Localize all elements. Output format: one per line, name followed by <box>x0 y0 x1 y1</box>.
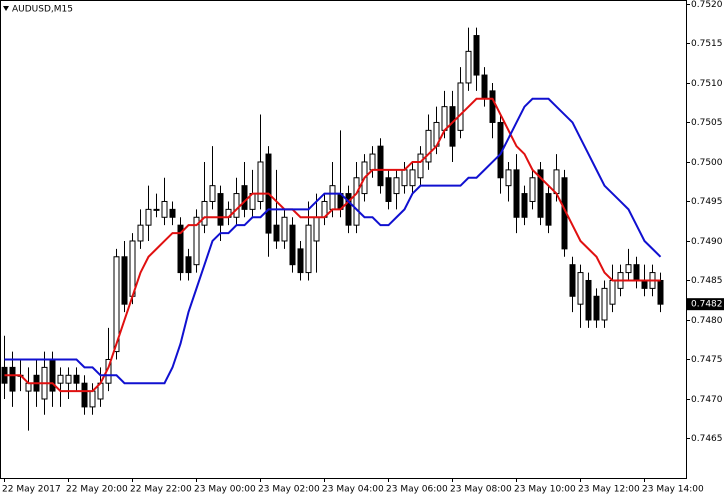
candle-body <box>625 264 632 274</box>
candle-body <box>441 106 448 131</box>
candle-body <box>385 177 392 202</box>
y-tick-label: 0.7520 <box>691 0 723 10</box>
candle-body <box>305 224 312 274</box>
candle-body <box>473 35 480 76</box>
candle-body <box>9 366 16 392</box>
candle-body <box>569 264 576 297</box>
x-tick-label: 22 May 2017 <box>2 485 61 495</box>
candle-body <box>457 82 464 131</box>
candle-body <box>505 169 512 187</box>
candle-body <box>185 256 192 274</box>
moving-average <box>4 97 661 393</box>
last-price-box <box>687 298 724 311</box>
candle-body <box>449 106 456 147</box>
y-tick-label: 0.7510 <box>691 79 723 89</box>
candle-body <box>49 358 56 392</box>
candle-body <box>425 129 432 163</box>
candle-body <box>209 185 216 202</box>
x-tick-label: 23 May 14:00 <box>642 485 704 495</box>
candle-body <box>657 279 664 305</box>
y-tick-label: 0.7500 <box>691 158 723 168</box>
chart-title: AUDUSD,M15 <box>12 5 73 15</box>
candle-body <box>601 287 608 321</box>
x-tick-label: 22 May 20:00 <box>66 485 128 495</box>
x-tick-label: 23 May 06:00 <box>386 485 448 495</box>
candle-body <box>465 50 472 84</box>
x-tick-label: 23 May 10:00 <box>514 485 576 495</box>
candle-body <box>641 279 648 289</box>
candle-body <box>153 208 160 211</box>
candle-body <box>121 256 128 305</box>
candle-body <box>537 169 544 218</box>
candle-body <box>577 272 584 305</box>
candle-body <box>513 169 520 218</box>
candle-body <box>585 279 592 321</box>
plot-frame <box>0 0 687 479</box>
candle-body <box>57 374 64 384</box>
y-tick-label: 0.7485 <box>691 276 723 286</box>
candle-body <box>233 193 240 218</box>
candle-body <box>145 208 152 226</box>
candle-body <box>609 279 616 305</box>
y-tick-label: 0.7470 <box>691 395 723 405</box>
x-tick-label: 23 May 12:00 <box>578 485 640 495</box>
candle-body <box>137 224 144 242</box>
candle-body <box>329 185 336 210</box>
candle-body <box>489 90 496 123</box>
y-tick-label: 0.7475 <box>691 355 723 365</box>
last-price-label: 0.7482 <box>691 300 723 310</box>
candle-body <box>553 169 560 195</box>
candle-body <box>377 145 384 187</box>
candle-body <box>289 224 296 266</box>
candle-body <box>257 161 264 202</box>
candle-body <box>217 193 224 226</box>
x-tick-label: 23 May 08:00 <box>450 485 512 495</box>
x-tick-label: 23 May 04:00 <box>322 485 384 495</box>
candle-body <box>409 169 416 187</box>
candle-body <box>313 216 320 242</box>
candle-body <box>481 74 488 100</box>
candle-body <box>345 193 352 226</box>
candle-body <box>81 382 88 408</box>
moving-average <box>4 97 662 385</box>
symbol-icon <box>3 6 9 11</box>
candle-body <box>89 390 96 408</box>
x-tick-label: 22 May 22:00 <box>130 485 192 495</box>
y-tick-label: 0.7480 <box>691 316 723 326</box>
candle-body <box>369 153 376 171</box>
candle-body <box>161 200 168 218</box>
candle-body <box>113 256 120 353</box>
candle-body <box>273 224 280 242</box>
candle-body <box>281 216 288 242</box>
y-tick-label: 0.7505 <box>691 118 723 128</box>
x-tick-label: 23 May 02:00 <box>258 485 320 495</box>
candle-body <box>417 153 424 179</box>
y-tick-label: 0.7495 <box>691 197 723 207</box>
candle-body <box>169 208 176 218</box>
candle-body <box>193 216 200 266</box>
y-tick-label: 0.7465 <box>691 434 723 444</box>
candle-body <box>241 185 248 210</box>
candle-body <box>521 193 528 218</box>
candle-body <box>393 177 400 195</box>
candle-body <box>25 382 32 392</box>
y-tick-label: 0.7515 <box>691 39 723 49</box>
candle-body <box>65 374 72 384</box>
candle-body <box>545 193 552 226</box>
candle-body <box>633 264 640 281</box>
x-tick-label: 23 May 00:00 <box>194 485 256 495</box>
candle-body <box>529 177 536 202</box>
candle-body <box>177 224 184 274</box>
candle-body <box>201 200 208 226</box>
y-tick-label: 0.7490 <box>691 237 723 247</box>
candle-body <box>353 177 360 226</box>
candle-body <box>593 295 600 321</box>
candle-body <box>401 169 408 187</box>
candle-body <box>73 374 80 384</box>
candle-body <box>297 248 304 274</box>
